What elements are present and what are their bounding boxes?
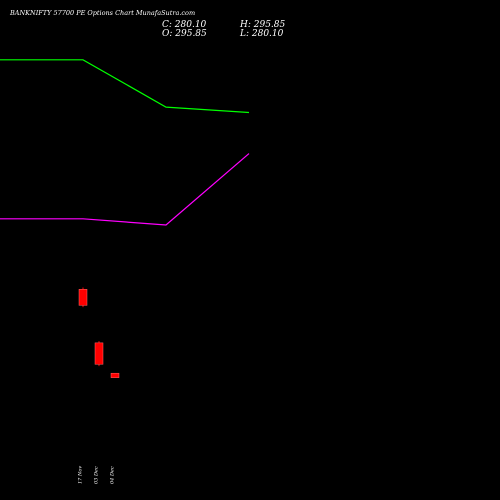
open-value: O: 295.85 xyxy=(162,29,207,39)
candle-2 xyxy=(94,341,104,367)
candle-body xyxy=(94,342,104,365)
low-value: L: 280.10 xyxy=(239,29,284,39)
series-layer xyxy=(0,59,250,226)
candle-body xyxy=(78,289,88,306)
x-axis-ticks: 17 Nov 03 Dec 04 Dec xyxy=(78,466,116,484)
x-tick-label: 17 Nov xyxy=(78,466,84,484)
x-tick-label: 03 Dec xyxy=(94,466,100,484)
close-value: C: 280.10 xyxy=(162,20,207,30)
x-tick-label: 04 Dec xyxy=(110,466,116,484)
series-line-2 xyxy=(0,153,250,226)
candle-1 xyxy=(78,287,88,308)
series-line-1 xyxy=(0,59,250,114)
high-value: H: 295.85 xyxy=(239,20,286,30)
candle-body xyxy=(110,372,120,378)
candle-3 xyxy=(110,372,120,378)
chart-title: BANKNIFTY 57700 PE Options Chart MunafaS… xyxy=(9,9,195,17)
candle-layer xyxy=(78,287,120,378)
